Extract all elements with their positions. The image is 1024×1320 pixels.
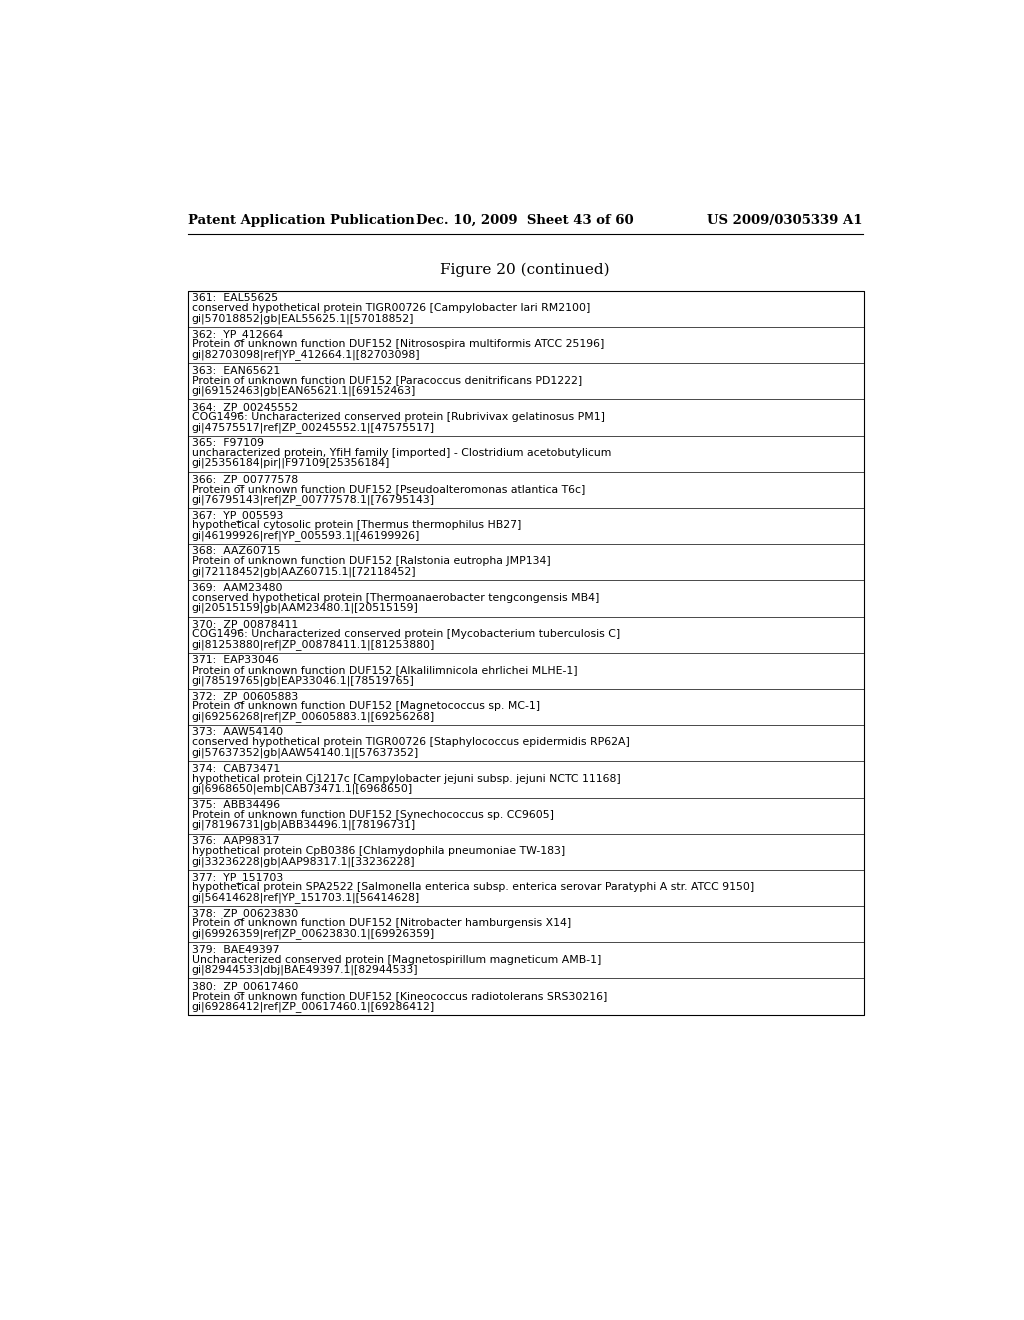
- Text: gi|69286412|ref|ZP_00617460.1|[69286412]: gi|69286412|ref|ZP_00617460.1|[69286412]: [191, 1001, 435, 1011]
- Text: 375:  ABB34496: 375: ABB34496: [191, 800, 280, 809]
- Text: COG1496: Uncharacterized conserved protein [Mycobacterium tuberculosis C]: COG1496: Uncharacterized conserved prote…: [191, 628, 620, 639]
- Text: 370:  ZP_00878411: 370: ZP_00878411: [191, 619, 298, 630]
- Text: Protein of unknown function DUF152 [Nitrosospira multiformis ATCC 25196]: Protein of unknown function DUF152 [Nitr…: [191, 339, 604, 350]
- Text: gi|78519765|gb|EAP33046.1|[78519765]: gi|78519765|gb|EAP33046.1|[78519765]: [191, 675, 415, 685]
- Text: 368:  AAZ60715: 368: AAZ60715: [191, 546, 280, 557]
- Text: 366:  ZP_00777578: 366: ZP_00777578: [191, 474, 298, 484]
- Text: gi|78196731|gb|ABB34496.1|[78196731]: gi|78196731|gb|ABB34496.1|[78196731]: [191, 820, 416, 830]
- Text: conserved hypothetical protein TIGR00726 [Campylobacter lari RM2100]: conserved hypothetical protein TIGR00726…: [191, 304, 590, 313]
- Text: 380:  ZP_00617460: 380: ZP_00617460: [191, 981, 298, 991]
- Text: gi|69152463|gb|EAN65621.1|[69152463]: gi|69152463|gb|EAN65621.1|[69152463]: [191, 385, 416, 396]
- Text: Protein of unknown function DUF152 [Kineococcus radiotolerans SRS30216]: Protein of unknown function DUF152 [Kine…: [191, 991, 607, 1001]
- Text: uncharacterized protein, YfiH family [imported] - Clostridium acetobutylicum: uncharacterized protein, YfiH family [im…: [191, 447, 611, 458]
- Text: US 2009/0305339 A1: US 2009/0305339 A1: [708, 214, 862, 227]
- Text: 376:  AAP98317: 376: AAP98317: [191, 836, 280, 846]
- Text: 363:  EAN65621: 363: EAN65621: [191, 366, 280, 375]
- Bar: [188, 290, 864, 1015]
- Text: Figure 20 (continued): Figure 20 (continued): [440, 263, 609, 277]
- Text: 378:  ZP_00623830: 378: ZP_00623830: [191, 908, 298, 919]
- Text: gi|56414628|ref|YP_151703.1|[56414628]: gi|56414628|ref|YP_151703.1|[56414628]: [191, 892, 420, 903]
- Text: gi|69926359|ref|ZP_00623830.1|[69926359]: gi|69926359|ref|ZP_00623830.1|[69926359]: [191, 928, 435, 940]
- Text: 372:  ZP_00605883: 372: ZP_00605883: [191, 692, 298, 702]
- Text: Protein of unknown function DUF152 [Alkalilimnicola ehrlichei MLHE-1]: Protein of unknown function DUF152 [Alka…: [191, 665, 578, 675]
- Text: conserved hypothetical protein [Thermoanaerobacter tengcongensis MB4]: conserved hypothetical protein [Thermoan…: [191, 593, 599, 603]
- Text: gi|6968650|emb|CAB73471.1|[6968650]: gi|6968650|emb|CAB73471.1|[6968650]: [191, 784, 413, 795]
- Text: 365:  F97109: 365: F97109: [191, 438, 263, 447]
- Text: 373:  AAW54140: 373: AAW54140: [191, 727, 283, 738]
- Text: hypothetical protein SPA2522 [Salmonella enterica subsp. enterica serovar Paraty: hypothetical protein SPA2522 [Salmonella…: [191, 882, 754, 892]
- Text: gi|82944533|dbj|BAE49397.1|[82944533]: gi|82944533|dbj|BAE49397.1|[82944533]: [191, 965, 418, 975]
- Text: gi|33236228|gb|AAP98317.1|[33236228]: gi|33236228|gb|AAP98317.1|[33236228]: [191, 857, 415, 866]
- Text: gi|76795143|ref|ZP_00777578.1|[76795143]: gi|76795143|ref|ZP_00777578.1|[76795143]: [191, 494, 434, 506]
- Text: gi|20515159|gb|AAM23480.1|[20515159]: gi|20515159|gb|AAM23480.1|[20515159]: [191, 603, 419, 614]
- Text: 361:  EAL55625: 361: EAL55625: [191, 293, 278, 304]
- Text: 369:  AAM23480: 369: AAM23480: [191, 582, 282, 593]
- Text: 377:  YP_151703: 377: YP_151703: [191, 873, 283, 883]
- Text: gi|57637352|gb|AAW54140.1|[57637352]: gi|57637352|gb|AAW54140.1|[57637352]: [191, 747, 419, 758]
- Text: gi|46199926|ref|YP_005593.1|[46199926]: gi|46199926|ref|YP_005593.1|[46199926]: [191, 531, 420, 541]
- Text: gi|72118452|gb|AAZ60715.1|[72118452]: gi|72118452|gb|AAZ60715.1|[72118452]: [191, 566, 416, 577]
- Text: conserved hypothetical protein TIGR00726 [Staphylococcus epidermidis RP62A]: conserved hypothetical protein TIGR00726…: [191, 738, 630, 747]
- Text: Protein of unknown function DUF152 [Ralstonia eutropha JMP134]: Protein of unknown function DUF152 [Rals…: [191, 557, 550, 566]
- Text: Protein of unknown function DUF152 [Magnetococcus sp. MC-1]: Protein of unknown function DUF152 [Magn…: [191, 701, 540, 711]
- Text: 371:  EAP33046: 371: EAP33046: [191, 655, 279, 665]
- Text: 364:  ZP_00245552: 364: ZP_00245552: [191, 401, 298, 413]
- Text: gi|69256268|ref|ZP_00605883.1|[69256268]: gi|69256268|ref|ZP_00605883.1|[69256268]: [191, 711, 435, 722]
- Text: gi|25356184|pir||F97109[25356184]: gi|25356184|pir||F97109[25356184]: [191, 458, 390, 469]
- Text: hypothetical protein Cj1217c [Campylobacter jejuni subsp. jejuni NCTC 11168]: hypothetical protein Cj1217c [Campylobac…: [191, 774, 621, 784]
- Text: hypothetical protein CpB0386 [Chlamydophila pneumoniae TW-183]: hypothetical protein CpB0386 [Chlamydoph…: [191, 846, 565, 855]
- Text: gi|47575517|ref|ZP_00245552.1|[47575517]: gi|47575517|ref|ZP_00245552.1|[47575517]: [191, 422, 434, 433]
- Text: 379:  BAE49397: 379: BAE49397: [191, 945, 280, 954]
- Text: Protein of unknown function DUF152 [Synechococcus sp. CC9605]: Protein of unknown function DUF152 [Syne…: [191, 810, 554, 820]
- Text: Protein of unknown function DUF152 [Nitrobacter hamburgensis X14]: Protein of unknown function DUF152 [Nitr…: [191, 919, 570, 928]
- Text: Patent Application Publication: Patent Application Publication: [188, 214, 415, 227]
- Text: gi|81253880|ref|ZP_00878411.1|[81253880]: gi|81253880|ref|ZP_00878411.1|[81253880]: [191, 639, 435, 649]
- Text: 362:  YP_412664: 362: YP_412664: [191, 330, 283, 341]
- Text: hypothetical cytosolic protein [Thermus thermophilus HB27]: hypothetical cytosolic protein [Thermus …: [191, 520, 521, 531]
- Text: Uncharacterized conserved protein [Magnetospirillum magneticum AMB-1]: Uncharacterized conserved protein [Magne…: [191, 954, 601, 965]
- Text: Protein of unknown function DUF152 [Pseudoalteromonas atlantica T6c]: Protein of unknown function DUF152 [Pseu…: [191, 484, 585, 494]
- Text: COG1496: Uncharacterized conserved protein [Rubrivivax gelatinosus PM1]: COG1496: Uncharacterized conserved prote…: [191, 412, 604, 421]
- Text: gi|57018852|gb|EAL55625.1|[57018852]: gi|57018852|gb|EAL55625.1|[57018852]: [191, 313, 414, 323]
- Text: Protein of unknown function DUF152 [Paracoccus denitrificans PD1222]: Protein of unknown function DUF152 [Para…: [191, 376, 582, 385]
- Text: 367:  YP_005593: 367: YP_005593: [191, 511, 283, 521]
- Text: 374:  CAB73471: 374: CAB73471: [191, 763, 280, 774]
- Text: gi|82703098|ref|YP_412664.1|[82703098]: gi|82703098|ref|YP_412664.1|[82703098]: [191, 350, 420, 360]
- Text: Dec. 10, 2009  Sheet 43 of 60: Dec. 10, 2009 Sheet 43 of 60: [416, 214, 634, 227]
